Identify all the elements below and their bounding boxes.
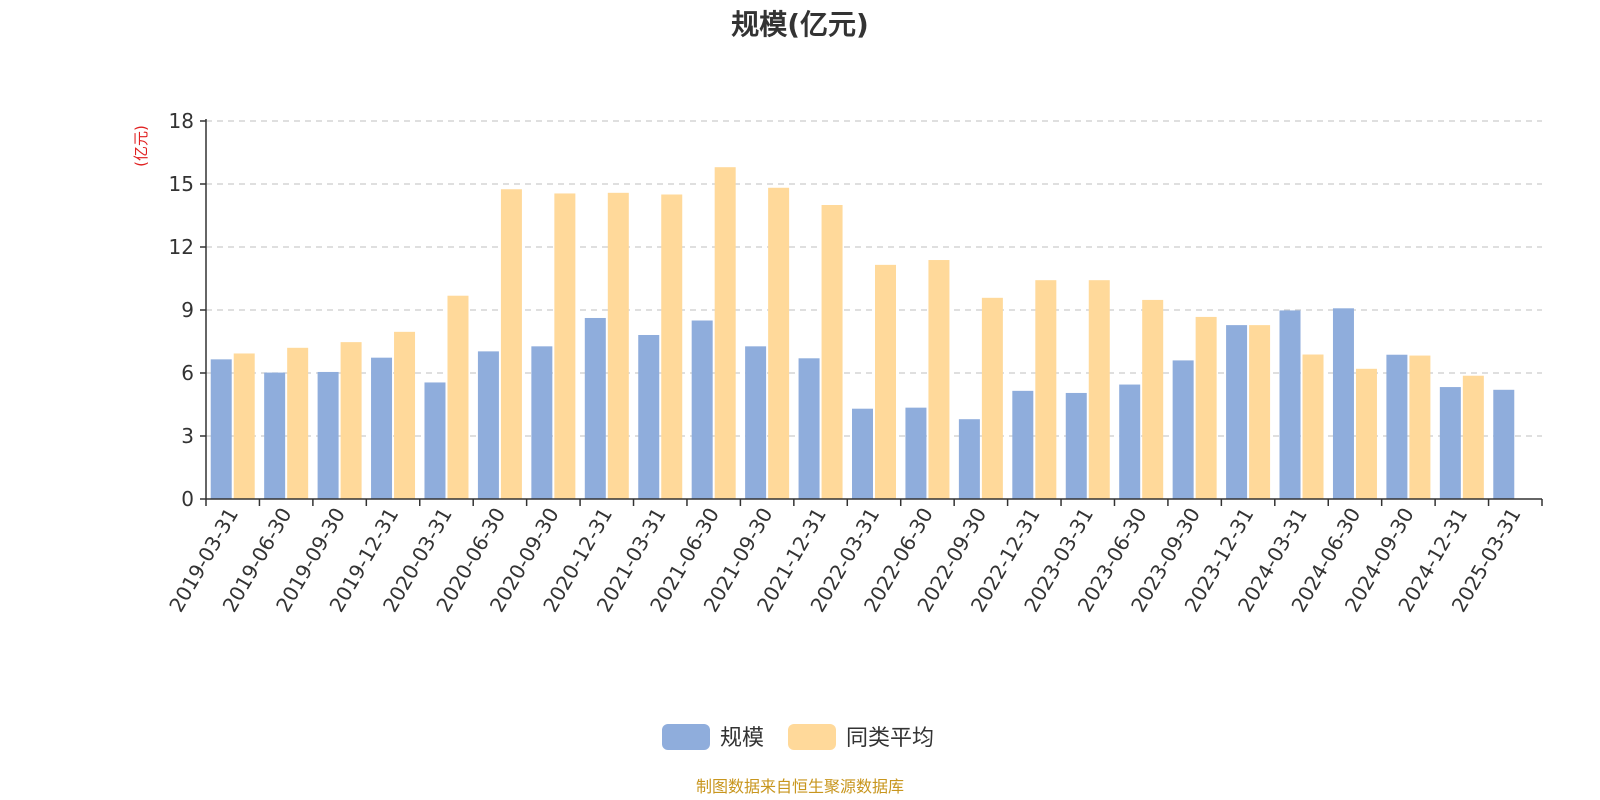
bar-peer-average [1409, 355, 1431, 499]
bar-peer-average [928, 260, 950, 499]
bar-peer-average [447, 295, 469, 499]
bar-scale [477, 351, 499, 499]
bar-scale [905, 407, 927, 499]
y-tick-label: 6 [181, 361, 194, 385]
bar-peer-average [1249, 325, 1271, 499]
bar-peer-average [1195, 316, 1217, 499]
bar-scale [371, 357, 393, 499]
bar-peer-average [287, 347, 309, 499]
legend: 规模 同类平均 [662, 724, 934, 751]
bar-scale [264, 372, 286, 499]
bar-peer-average [768, 187, 790, 499]
bar-scale [1493, 389, 1515, 499]
bar-scale [1226, 325, 1248, 499]
data-source-note: 制图数据来自恒生聚源数据库 [696, 777, 904, 796]
bar-scale [1386, 354, 1408, 499]
bar-peer-average [607, 192, 629, 499]
bar-scale [745, 346, 767, 499]
bar-scale [798, 358, 820, 499]
bar-scale [424, 382, 446, 499]
y-tick-label: 0 [181, 487, 194, 511]
bar-peer-average [1355, 368, 1377, 499]
bar-scale [1439, 387, 1461, 499]
bar-scale [958, 419, 980, 499]
bar-peer-average [394, 331, 416, 499]
bar-peer-average [821, 205, 843, 499]
bar-peer-average [1462, 375, 1484, 499]
y-tick-label: 15 [169, 172, 194, 196]
bar-scale [531, 346, 553, 499]
chart-title: 规模(亿元) [731, 8, 869, 41]
bar-peer-average [981, 297, 1003, 499]
bar-scale [584, 317, 606, 499]
bar-peer-average [1035, 280, 1057, 499]
y-axis-unit-label: (亿元) [132, 125, 150, 167]
y-tick-label: 9 [181, 298, 194, 322]
bar-peer-average [1302, 354, 1324, 499]
legend-swatch [662, 724, 710, 750]
bar-scale [691, 320, 713, 499]
bar-peer-average [233, 353, 255, 499]
bars [210, 167, 1515, 499]
bar-scale [852, 408, 873, 499]
y-tick-label: 12 [169, 235, 194, 259]
bar-peer-average [1142, 299, 1164, 499]
legend-label: 同类平均 [846, 726, 934, 751]
bar-scale [1119, 384, 1141, 499]
legend-label: 规模 [720, 726, 764, 751]
bar-peer-average [661, 194, 683, 499]
y-tick-label: 3 [181, 424, 194, 448]
bar-peer-average [340, 342, 362, 499]
bar-peer-average [714, 167, 736, 499]
bar-peer-average [500, 189, 522, 499]
bar-scale [1172, 360, 1194, 499]
bar-peer-average [875, 264, 896, 499]
bar-scale [317, 371, 339, 499]
bar-peer-average [554, 193, 576, 499]
bar-scale [1065, 392, 1087, 499]
bar-scale [1279, 310, 1301, 499]
y-tick-label: 18 [169, 109, 194, 133]
bar-scale [1012, 390, 1034, 499]
legend-swatch [788, 724, 836, 750]
bar-scale [210, 359, 232, 499]
bar-peer-average [1088, 280, 1110, 499]
bar-scale [638, 334, 660, 499]
bar-scale [1332, 308, 1354, 499]
